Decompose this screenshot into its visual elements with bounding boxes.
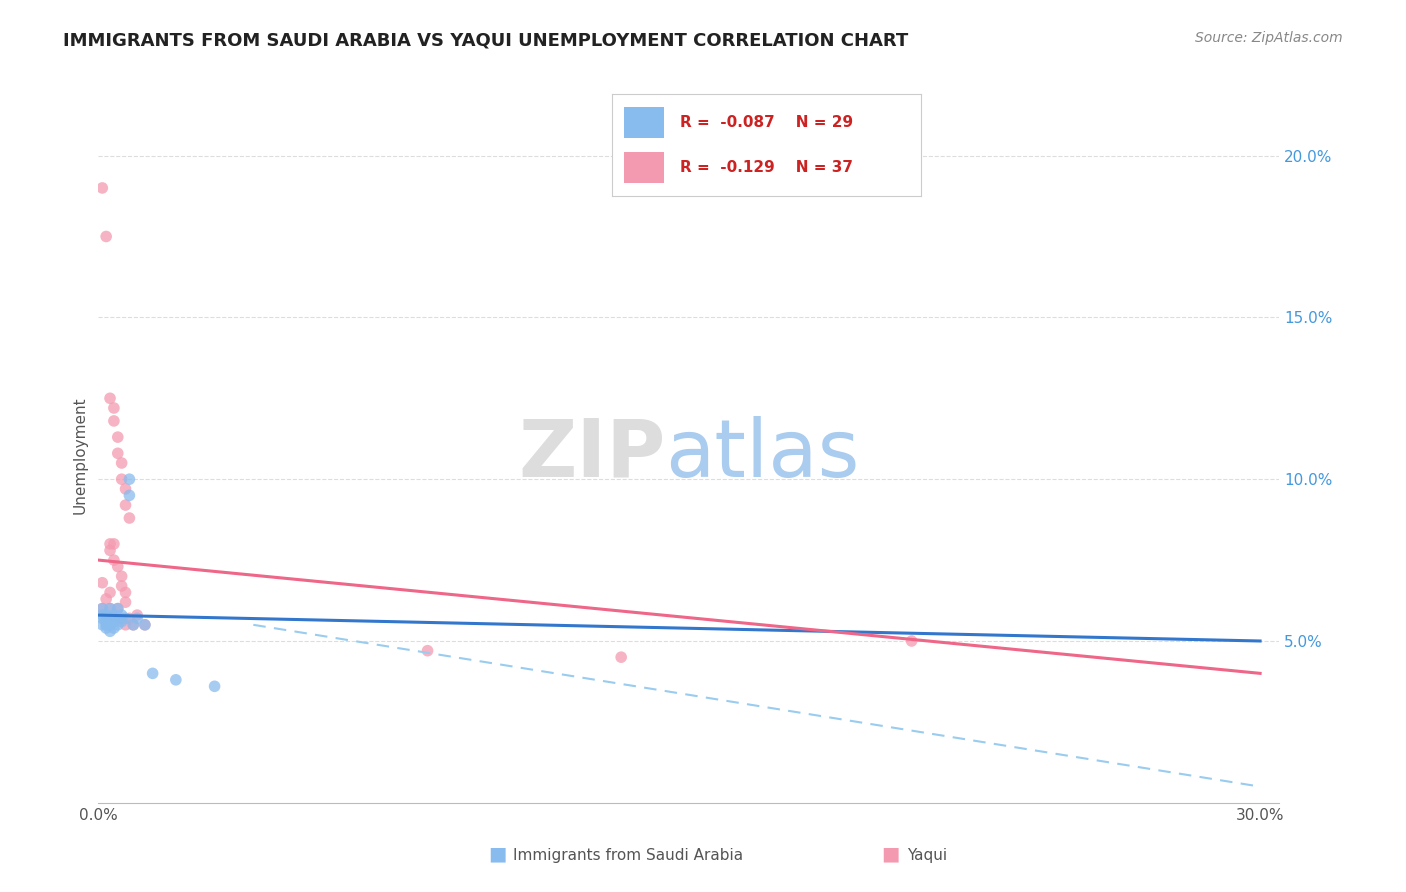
Point: [111, 608, 134, 623]
Point: [98, 617, 121, 632]
Bar: [624, 153, 664, 183]
Point: [142, 666, 165, 681]
Point: [118, 488, 141, 502]
Point: [107, 617, 129, 632]
Point: [114, 498, 136, 512]
Point: [98, 624, 121, 639]
Point: [96, 621, 118, 635]
Point: [107, 446, 129, 460]
Point: [103, 414, 125, 428]
Point: [91, 601, 114, 615]
Point: [107, 601, 129, 615]
Point: [127, 611, 149, 625]
Point: [103, 608, 125, 623]
Point: [91, 575, 114, 590]
Point: [416, 643, 439, 657]
Point: [114, 595, 136, 609]
Point: [103, 608, 125, 623]
Point: [91, 617, 114, 632]
Point: [107, 559, 129, 574]
Point: [98, 392, 121, 406]
Point: [107, 430, 129, 444]
Point: [107, 601, 129, 615]
Text: Source: ZipAtlas.com: Source: ZipAtlas.com: [1195, 31, 1343, 45]
Point: [96, 229, 118, 244]
Point: [103, 401, 125, 415]
Point: [118, 472, 141, 486]
Text: R =  -0.129    N = 37: R = -0.129 N = 37: [679, 160, 852, 175]
Text: ■: ■: [882, 845, 900, 863]
Point: [134, 617, 156, 632]
Point: [98, 537, 121, 551]
Point: [127, 608, 149, 623]
Point: [98, 585, 121, 599]
Point: [96, 608, 118, 623]
Text: R =  -0.087    N = 29: R = -0.087 N = 29: [679, 115, 853, 130]
Point: [103, 553, 125, 567]
Point: [96, 615, 118, 629]
Point: [107, 611, 129, 625]
Bar: [624, 107, 664, 137]
Point: [111, 569, 134, 583]
Point: [122, 617, 145, 632]
Point: [103, 621, 125, 635]
Point: [98, 611, 121, 625]
Point: [91, 601, 114, 615]
Text: ZIP: ZIP: [517, 416, 665, 494]
Point: [122, 617, 145, 632]
Text: IMMIGRANTS FROM SAUDI ARABIA VS YAQUI UNEMPLOYMENT CORRELATION CHART: IMMIGRANTS FROM SAUDI ARABIA VS YAQUI UN…: [63, 31, 908, 49]
Point: [91, 611, 114, 625]
Text: Yaqui: Yaqui: [907, 848, 948, 863]
Point: [134, 617, 156, 632]
Point: [900, 634, 922, 648]
Point: [118, 611, 141, 625]
Point: [91, 181, 114, 195]
Point: [91, 608, 114, 623]
Text: atlas: atlas: [665, 416, 859, 494]
Point: [111, 611, 134, 625]
Point: [118, 511, 141, 525]
Point: [114, 585, 136, 599]
Text: ■: ■: [488, 845, 506, 863]
Point: [114, 617, 136, 632]
Point: [103, 537, 125, 551]
Y-axis label: Unemployment: Unemployment: [72, 396, 87, 514]
Point: [98, 601, 121, 615]
Point: [165, 673, 187, 687]
Point: [103, 615, 125, 629]
Point: [111, 456, 134, 470]
Point: [98, 543, 121, 558]
Point: [204, 679, 226, 693]
Point: [111, 472, 134, 486]
Point: [111, 615, 134, 629]
Text: Immigrants from Saudi Arabia: Immigrants from Saudi Arabia: [513, 848, 744, 863]
Point: [114, 482, 136, 496]
Point: [98, 601, 121, 615]
Point: [96, 617, 118, 632]
Point: [610, 650, 633, 665]
Point: [96, 591, 118, 606]
Point: [114, 611, 136, 625]
Point: [111, 579, 134, 593]
